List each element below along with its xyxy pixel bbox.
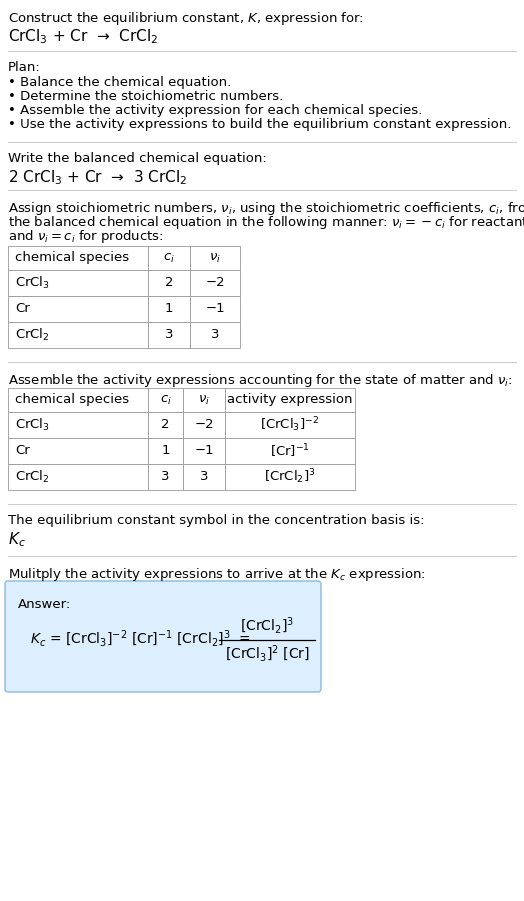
Bar <box>148 464 183 490</box>
Bar <box>8 464 148 490</box>
Text: chemical species: chemical species <box>15 394 129 406</box>
Bar <box>183 412 225 438</box>
Text: −2: −2 <box>205 277 225 289</box>
Bar <box>148 246 190 270</box>
Bar <box>225 412 355 438</box>
Text: [Cr]$^{-1}$: [Cr]$^{-1}$ <box>270 442 310 460</box>
Text: $\nu_i$: $\nu_i$ <box>198 394 210 406</box>
Text: CrCl$_2$: CrCl$_2$ <box>15 327 50 343</box>
Text: −2: −2 <box>194 418 214 432</box>
Bar <box>225 464 355 490</box>
Text: Assemble the activity expressions accounting for the state of matter and $\nu_i$: Assemble the activity expressions accoun… <box>8 372 512 389</box>
Text: Cr: Cr <box>15 303 30 315</box>
Text: 1: 1 <box>161 444 170 458</box>
Text: [CrCl$_3$]$^{-2}$: [CrCl$_3$]$^{-2}$ <box>260 415 320 434</box>
Text: 3: 3 <box>200 470 208 484</box>
Bar <box>8 388 148 412</box>
Text: $[\mathrm{CrCl_3}]^2$ $[\mathrm{Cr}]$: $[\mathrm{CrCl_3}]^2$ $[\mathrm{Cr}]$ <box>225 644 309 664</box>
Bar <box>225 438 355 464</box>
Bar <box>8 438 148 464</box>
Text: • Assemble the activity expression for each chemical species.: • Assemble the activity expression for e… <box>8 104 422 117</box>
Text: 3: 3 <box>211 329 219 341</box>
Text: 3: 3 <box>161 470 170 484</box>
Text: • Determine the stoichiometric numbers.: • Determine the stoichiometric numbers. <box>8 90 283 103</box>
Bar <box>190 322 240 348</box>
Bar <box>8 412 148 438</box>
Text: −1: −1 <box>205 303 225 315</box>
Text: $c_i$: $c_i$ <box>163 251 175 265</box>
Text: CrCl$_3$ + Cr  →  CrCl$_2$: CrCl$_3$ + Cr → CrCl$_2$ <box>8 27 158 46</box>
FancyBboxPatch shape <box>5 581 321 692</box>
Text: $K_c$ = $[\mathrm{CrCl_3}]^{-2}$ $[\mathrm{Cr}]^{-1}$ $[\mathrm{CrCl_2}]^3$  =: $K_c$ = $[\mathrm{CrCl_3}]^{-2}$ $[\math… <box>30 629 250 650</box>
Text: Plan:: Plan: <box>8 61 41 74</box>
Bar <box>148 438 183 464</box>
Text: CrCl$_3$: CrCl$_3$ <box>15 275 50 291</box>
Text: Cr: Cr <box>15 444 30 458</box>
Text: [CrCl$_2$]$^3$: [CrCl$_2$]$^3$ <box>264 468 316 487</box>
Bar <box>148 296 190 322</box>
Bar <box>183 388 225 412</box>
Bar <box>225 388 355 412</box>
Bar <box>183 464 225 490</box>
Text: • Balance the chemical equation.: • Balance the chemical equation. <box>8 76 231 89</box>
Text: $\nu_i$: $\nu_i$ <box>209 251 221 265</box>
Text: 2: 2 <box>161 418 170 432</box>
Text: 3: 3 <box>165 329 173 341</box>
Bar <box>190 246 240 270</box>
Text: Answer:: Answer: <box>18 598 71 611</box>
Text: and $\nu_i = c_i$ for products:: and $\nu_i = c_i$ for products: <box>8 228 163 245</box>
Text: −1: −1 <box>194 444 214 458</box>
Text: $K_c$: $K_c$ <box>8 530 26 549</box>
Text: The equilibrium constant symbol in the concentration basis is:: The equilibrium constant symbol in the c… <box>8 514 424 527</box>
Bar <box>190 296 240 322</box>
Text: 2: 2 <box>165 277 173 289</box>
Text: CrCl$_2$: CrCl$_2$ <box>15 469 50 485</box>
Text: 2 CrCl$_3$ + Cr  →  3 CrCl$_2$: 2 CrCl$_3$ + Cr → 3 CrCl$_2$ <box>8 168 188 187</box>
Bar <box>148 388 183 412</box>
Bar <box>183 438 225 464</box>
Bar <box>148 270 190 296</box>
Text: $c_i$: $c_i$ <box>160 394 171 406</box>
Bar <box>8 246 148 270</box>
Text: $[\mathrm{CrCl_2}]^3$: $[\mathrm{CrCl_2}]^3$ <box>240 615 294 636</box>
Bar <box>8 270 148 296</box>
Text: Mulitply the activity expressions to arrive at the $K_c$ expression:: Mulitply the activity expressions to arr… <box>8 566 426 583</box>
Text: 1: 1 <box>165 303 173 315</box>
Text: CrCl$_3$: CrCl$_3$ <box>15 417 50 433</box>
Text: the balanced chemical equation in the following manner: $\nu_i = -c_i$ for react: the balanced chemical equation in the fo… <box>8 214 524 231</box>
Bar <box>148 412 183 438</box>
Text: Write the balanced chemical equation:: Write the balanced chemical equation: <box>8 152 267 165</box>
Bar <box>8 296 148 322</box>
Bar <box>190 270 240 296</box>
Text: Assign stoichiometric numbers, $\nu_i$, using the stoichiometric coefficients, $: Assign stoichiometric numbers, $\nu_i$, … <box>8 200 524 217</box>
Text: chemical species: chemical species <box>15 251 129 265</box>
Text: Construct the equilibrium constant, $K$, expression for:: Construct the equilibrium constant, $K$,… <box>8 10 364 27</box>
Bar <box>8 322 148 348</box>
Text: • Use the activity expressions to build the equilibrium constant expression.: • Use the activity expressions to build … <box>8 118 511 131</box>
Bar <box>148 322 190 348</box>
Text: activity expression: activity expression <box>227 394 353 406</box>
